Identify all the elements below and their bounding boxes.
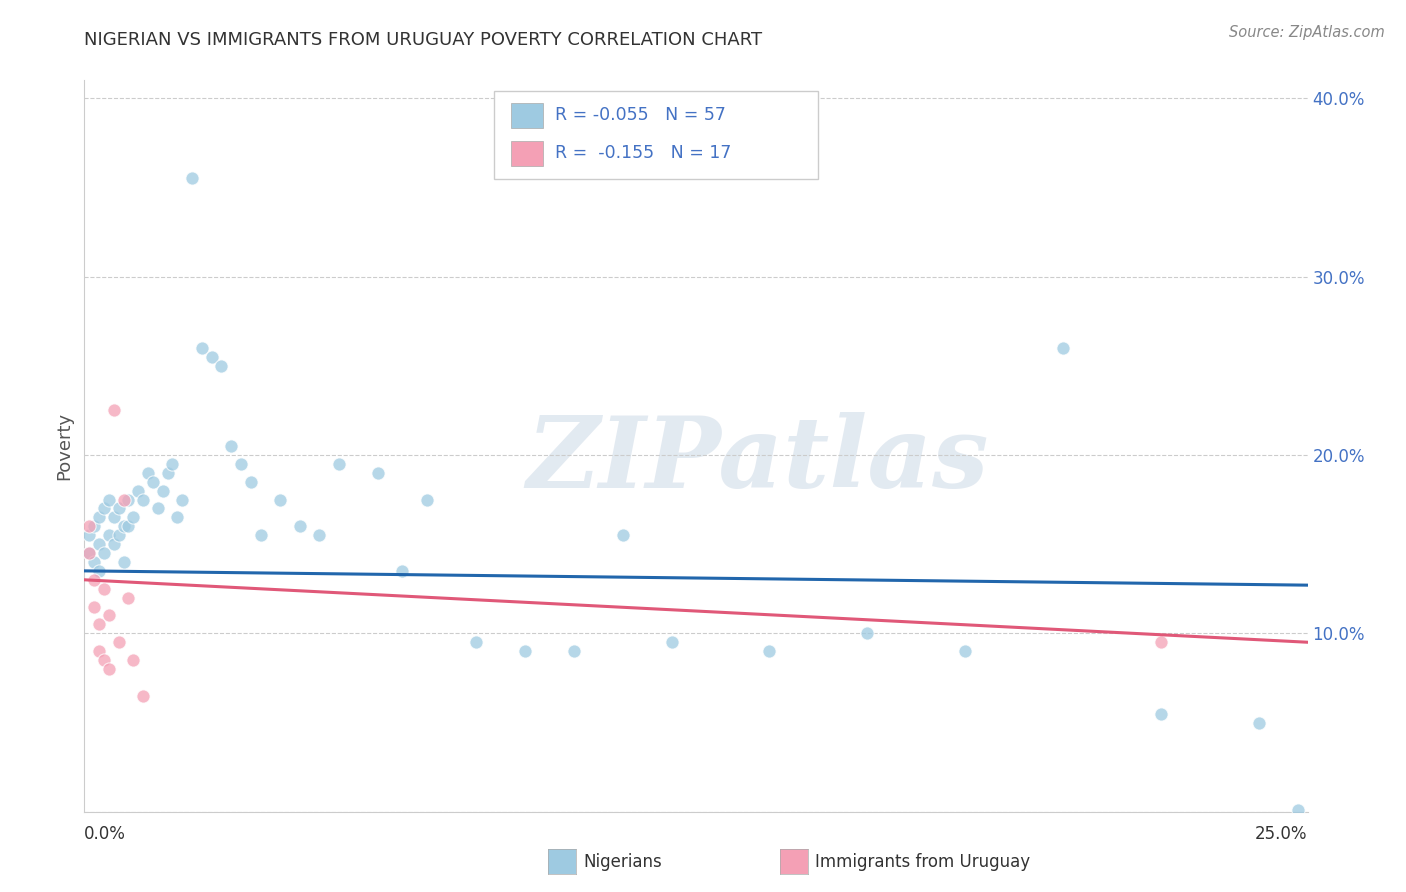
Text: ZIPatlas: ZIPatlas — [526, 412, 988, 508]
Point — [77, 528, 100, 542]
Point — [391, 564, 413, 578]
Point — [93, 501, 115, 516]
Point — [122, 653, 145, 667]
Point — [156, 466, 179, 480]
Point — [93, 653, 115, 667]
Point — [612, 528, 634, 542]
Point — [117, 519, 139, 533]
Point — [416, 492, 439, 507]
Point — [103, 537, 125, 551]
Point — [97, 492, 120, 507]
Point — [661, 635, 683, 649]
Point — [191, 341, 214, 355]
Point — [219, 439, 242, 453]
Point — [562, 644, 585, 658]
Point — [209, 359, 232, 373]
Point — [249, 528, 271, 542]
Point — [367, 466, 389, 480]
Point — [132, 689, 155, 703]
Point — [93, 582, 115, 596]
Point — [1247, 715, 1270, 730]
Point — [103, 403, 125, 417]
Point — [112, 555, 135, 569]
Point — [107, 635, 129, 649]
Text: Nigerians: Nigerians — [583, 853, 662, 871]
Text: R = -0.055   N = 57: R = -0.055 N = 57 — [555, 106, 725, 124]
Point — [97, 608, 120, 623]
Point — [166, 510, 188, 524]
Point — [181, 171, 204, 186]
FancyBboxPatch shape — [494, 91, 818, 179]
Point — [83, 519, 105, 533]
Point — [87, 644, 110, 658]
Point — [103, 510, 125, 524]
Point — [87, 510, 110, 524]
FancyBboxPatch shape — [512, 141, 543, 166]
Point — [83, 555, 105, 569]
Point — [269, 492, 291, 507]
Point — [117, 591, 139, 605]
Point — [953, 644, 976, 658]
Point — [1286, 803, 1309, 817]
Text: Source: ZipAtlas.com: Source: ZipAtlas.com — [1229, 25, 1385, 40]
Point — [146, 501, 169, 516]
Point — [122, 510, 145, 524]
Text: R =  -0.155   N = 17: R = -0.155 N = 17 — [555, 145, 731, 162]
Point — [229, 457, 252, 471]
Point — [1150, 706, 1173, 721]
Point — [152, 483, 174, 498]
Point — [288, 519, 311, 533]
Point — [77, 546, 100, 560]
Point — [97, 662, 120, 676]
Point — [856, 626, 879, 640]
Point — [1150, 635, 1173, 649]
Point — [758, 644, 780, 658]
Point — [112, 519, 135, 533]
Point — [136, 466, 159, 480]
FancyBboxPatch shape — [512, 103, 543, 128]
Point — [93, 546, 115, 560]
Text: NIGERIAN VS IMMIGRANTS FROM URUGUAY POVERTY CORRELATION CHART: NIGERIAN VS IMMIGRANTS FROM URUGUAY POVE… — [84, 31, 762, 49]
Y-axis label: Poverty: Poverty — [55, 412, 73, 480]
Point — [1052, 341, 1074, 355]
Point — [132, 492, 155, 507]
Point — [87, 564, 110, 578]
Point — [162, 457, 184, 471]
Point — [112, 492, 135, 507]
Point — [308, 528, 330, 542]
Point — [513, 644, 536, 658]
Point — [107, 528, 129, 542]
Point — [117, 492, 139, 507]
Point — [107, 501, 129, 516]
Point — [87, 537, 110, 551]
Point — [328, 457, 350, 471]
Text: 0.0%: 0.0% — [84, 825, 127, 843]
Point — [77, 546, 100, 560]
Point — [142, 475, 165, 489]
Point — [83, 599, 105, 614]
Point — [239, 475, 262, 489]
Point — [172, 492, 194, 507]
Point — [127, 483, 149, 498]
Point — [87, 617, 110, 632]
Text: Immigrants from Uruguay: Immigrants from Uruguay — [815, 853, 1031, 871]
Point — [97, 528, 120, 542]
Point — [464, 635, 486, 649]
Point — [83, 573, 105, 587]
Text: 25.0%: 25.0% — [1256, 825, 1308, 843]
Point — [200, 350, 222, 364]
Point — [77, 519, 100, 533]
